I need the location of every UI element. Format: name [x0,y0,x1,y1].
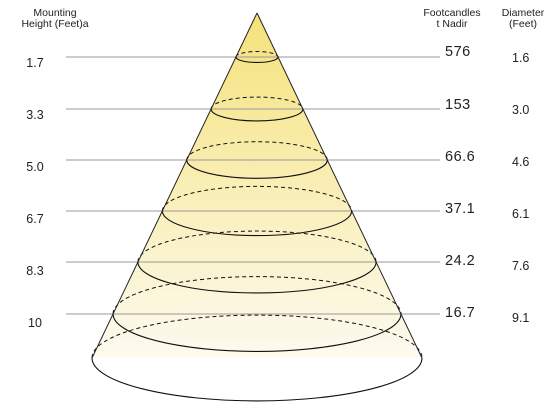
height-label: 8.3 [26,264,44,278]
diameter-value: 9.1 [512,311,530,325]
height-label: 5.0 [26,160,44,174]
height-label: 1.7 [26,56,44,70]
footcandles-header-line2: t Nadir [436,18,468,30]
diameter-value: 7.6 [512,259,530,273]
footcandles-header: Footcandles t Nadir [408,8,496,30]
diameter-value: 3.0 [512,103,530,117]
ring-front-arc [91,357,423,402]
ring-front-arc [112,313,402,352]
cone-left-edge [91,12,258,359]
cone-right-edge [256,12,423,359]
footcandles-value: 16.7 [445,305,476,321]
ring-back-arc [235,51,279,58]
diameter-header: Diameter (Feet) [494,8,544,30]
footcandles-value: 576 [445,44,471,60]
height-label: 10 [28,316,42,330]
footcandles-header-line1: Footcandles [423,7,481,19]
ring-front-arc [161,210,353,237]
diameter-header-line2: (Feet) [508,18,537,30]
ring-front-arc [186,159,328,179]
diameter-header-line1: Diameter [501,7,544,19]
ring-front-arc [235,56,279,63]
footcandles-value: 66.6 [445,149,476,165]
height-label: 6.7 [26,212,44,226]
ring-back-arc [91,314,423,359]
footcandles-value: 153 [445,97,471,113]
ring-back-arc [210,96,304,110]
mounting-height-header-line2: Height (Feet)a [21,18,89,30]
reference-lines [66,56,440,315]
height-label: 3.3 [26,108,44,122]
footcandles-value: 37.1 [445,201,476,217]
ring-back-arc [137,230,377,263]
ring-front-arc [210,108,304,122]
footcandles-value: 24.2 [445,253,476,269]
diameter-value: 4.6 [512,155,530,169]
ring-front-arc [137,261,377,294]
light-cone [92,13,422,358]
mounting-height-header: Mounting Height (Feet)a [0,8,110,30]
mounting-height-header-line1: Mounting [33,7,77,19]
diameter-value: 1.6 [512,51,530,65]
beam-rings [91,51,423,402]
ring-back-arc [112,276,402,315]
ring-back-arc [161,185,353,212]
diameter-value: 6.1 [512,207,530,221]
